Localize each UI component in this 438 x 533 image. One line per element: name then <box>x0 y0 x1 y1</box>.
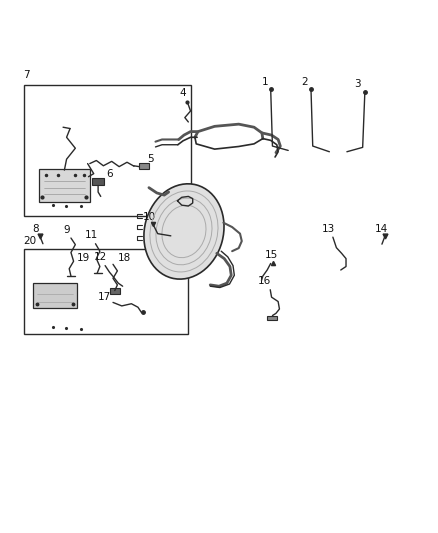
Text: 8: 8 <box>32 224 39 233</box>
Text: 5: 5 <box>147 155 153 165</box>
Text: 6: 6 <box>106 169 113 179</box>
Bar <box>92 177 104 185</box>
Text: 17: 17 <box>98 293 111 302</box>
FancyBboxPatch shape <box>39 169 90 202</box>
Text: 16: 16 <box>258 276 271 286</box>
Text: 15: 15 <box>265 251 278 260</box>
Text: 2: 2 <box>301 77 308 87</box>
Text: 12: 12 <box>94 252 107 262</box>
Text: 7: 7 <box>23 70 29 80</box>
Bar <box>110 288 120 294</box>
Bar <box>24 249 188 334</box>
Bar <box>24 85 191 216</box>
Ellipse shape <box>144 184 224 279</box>
Text: 11: 11 <box>85 230 98 240</box>
Text: 9: 9 <box>63 225 70 235</box>
FancyBboxPatch shape <box>33 282 77 308</box>
Text: 10: 10 <box>143 212 156 222</box>
Text: 13: 13 <box>322 224 335 234</box>
Text: 19: 19 <box>77 253 90 263</box>
Text: 20: 20 <box>23 236 36 246</box>
Text: 18: 18 <box>118 253 131 263</box>
Bar <box>267 316 277 320</box>
Text: 4: 4 <box>180 88 187 98</box>
Text: 1: 1 <box>261 77 268 87</box>
Text: 14: 14 <box>374 224 388 233</box>
Bar <box>139 163 149 169</box>
Text: 3: 3 <box>353 79 360 89</box>
